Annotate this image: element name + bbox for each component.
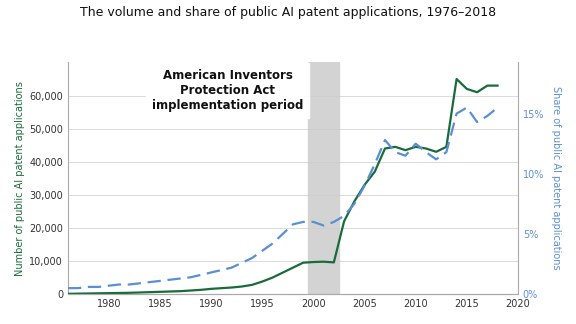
Text: American Inventors
Protection Act
implementation period: American Inventors Protection Act implem… bbox=[152, 69, 304, 112]
Bar bbox=[308, 63, 339, 294]
Text: The volume and share of public AI patent applications, 1976–2018: The volume and share of public AI patent… bbox=[80, 6, 496, 19]
Y-axis label: Share of public AI patent applications: Share of public AI patent applications bbox=[551, 87, 561, 270]
Y-axis label: Number of public AI patent applications: Number of public AI patent applications bbox=[15, 81, 25, 276]
